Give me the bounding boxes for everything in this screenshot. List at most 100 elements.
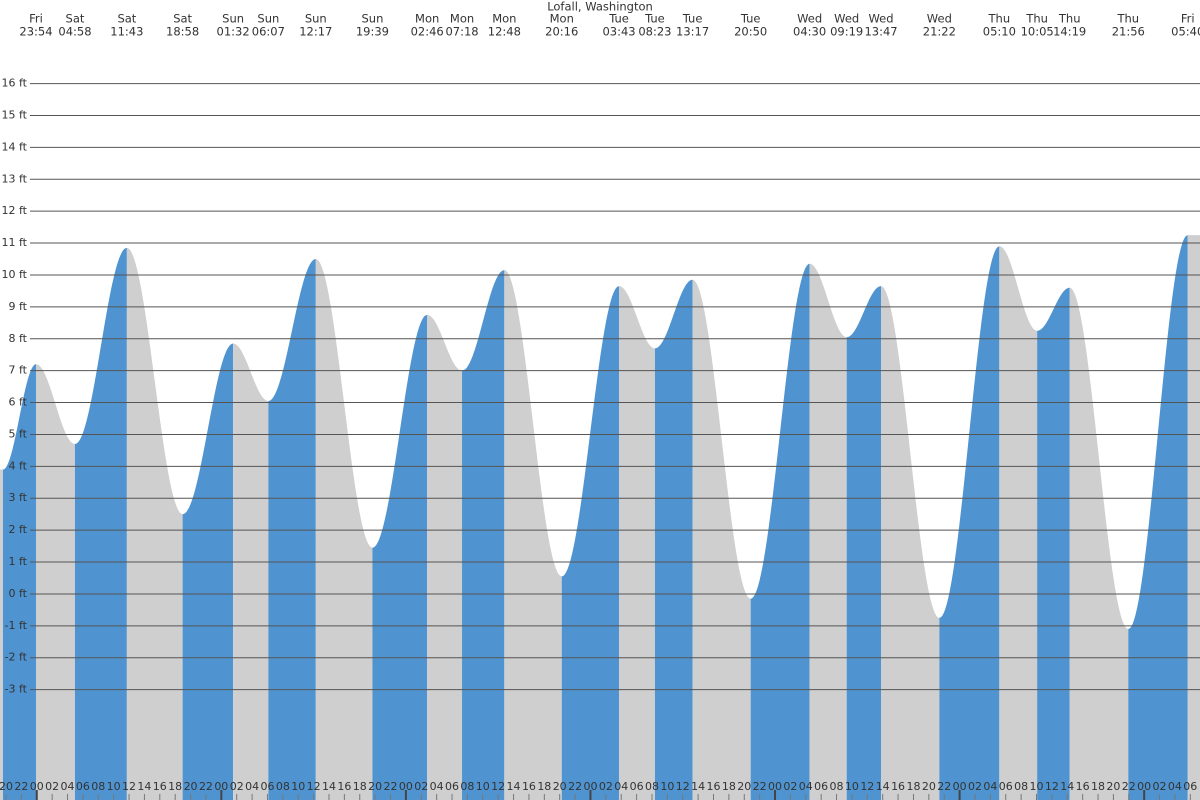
x-tick-label: 00 — [30, 780, 44, 793]
rising-area — [372, 314, 428, 800]
x-tick-label: 22 — [1122, 780, 1136, 793]
x-tick-label: 04 — [245, 780, 259, 793]
y-tick-label: 0 ft — [9, 587, 28, 600]
x-tick-label: 12 — [122, 780, 136, 793]
time-label: 12:48 — [488, 25, 521, 39]
day-label: Sun — [257, 12, 279, 26]
x-tick-label: 10 — [1030, 780, 1044, 793]
day-label: Fri — [1181, 12, 1195, 26]
y-tick-label: 3 ft — [9, 491, 28, 504]
x-tick-label: 04 — [430, 780, 444, 793]
time-label: 14:19 — [1053, 25, 1086, 39]
x-tick-label: 14 — [322, 780, 336, 793]
tide-areas — [0, 235, 1200, 800]
y-tick-label: 15 ft — [2, 108, 28, 121]
falling-area — [427, 314, 463, 800]
y-tick-label: 16 ft — [2, 77, 28, 90]
day-label: Thu — [988, 12, 1011, 26]
x-tick-label: 06 — [630, 780, 644, 793]
x-tick-label: 08 — [460, 780, 474, 793]
x-tick-label: 20 — [1106, 780, 1120, 793]
y-tick-label: 6 ft — [9, 396, 28, 409]
time-label: 11:43 — [110, 25, 143, 39]
x-tick-label: 02 — [230, 780, 244, 793]
day-label: Wed — [868, 12, 893, 26]
y-tick-label: 10 ft — [2, 268, 28, 281]
day-label: Sun — [361, 12, 383, 26]
day-label: Tue — [644, 12, 665, 26]
x-tick-label: 10 — [107, 780, 121, 793]
falling-area — [999, 246, 1038, 800]
day-label: Mon — [415, 12, 439, 26]
falling-area — [504, 270, 562, 800]
time-label: 01:32 — [217, 25, 250, 39]
rising-area — [182, 343, 234, 800]
x-tick-label: 02 — [599, 780, 613, 793]
x-tick-label: 00 — [214, 780, 228, 793]
time-label: 02:46 — [411, 25, 444, 39]
x-tick-label: 12 — [491, 780, 505, 793]
day-label: Thu — [1058, 12, 1081, 26]
x-tick-label: 04 — [614, 780, 628, 793]
day-label: Fri — [29, 12, 43, 26]
y-tick-label: -3 ft — [5, 683, 28, 696]
x-tick-label: 18 — [168, 780, 182, 793]
x-tick-label: 22 — [14, 780, 28, 793]
x-tick-label: 06 — [814, 780, 828, 793]
y-tick-label: 13 ft — [2, 172, 28, 185]
x-tick-label: 04 — [1168, 780, 1182, 793]
labels: Fri23:54Sat04:58Sat11:43Sat18:58Sun01:32… — [0, 12, 1200, 794]
x-tick-label: 00 — [583, 780, 597, 793]
x-tick-label: 06 — [260, 780, 274, 793]
x-tick-label: 16 — [337, 780, 351, 793]
y-tick-label: 14 ft — [2, 140, 28, 153]
x-tick-label: 20 — [0, 780, 13, 793]
x-tick-label: 10 — [291, 780, 305, 793]
x-tick-label: 22 — [753, 780, 767, 793]
x-tick-label: 02 — [414, 780, 428, 793]
day-label: Thu — [1116, 12, 1139, 26]
rising-area — [462, 270, 505, 800]
time-label: 13:17 — [676, 25, 709, 39]
x-tick-label: 00 — [768, 780, 782, 793]
x-tick-label: 16 — [707, 780, 721, 793]
x-tick-label: 18 — [906, 780, 920, 793]
falling-area — [692, 279, 751, 800]
falling-area — [1069, 287, 1129, 800]
falling-area — [233, 343, 269, 800]
x-tick-label: 06 — [445, 780, 459, 793]
day-label: Tue — [608, 12, 629, 26]
time-label: 18:58 — [166, 25, 199, 39]
x-tick-label: 06 — [999, 780, 1013, 793]
y-tick-label: -2 ft — [5, 651, 28, 664]
y-tick-label: 4 ft — [9, 459, 28, 472]
day-label: Wed — [834, 12, 859, 26]
day-label: Sun — [305, 12, 327, 26]
x-tick-label: 22 — [384, 780, 398, 793]
x-tick-label: 02 — [1153, 780, 1167, 793]
x-tick-label: 04 — [61, 780, 75, 793]
rising-area — [654, 279, 693, 800]
day-label: Wed — [927, 12, 952, 26]
rising-area — [268, 259, 316, 800]
time-label: 04:30 — [793, 25, 826, 39]
y-tick-label: 11 ft — [2, 236, 28, 249]
y-tick-label: 8 ft — [9, 332, 28, 345]
time-label: 13:47 — [864, 25, 897, 39]
x-tick-label: 10 — [476, 780, 490, 793]
time-label: 07:18 — [445, 25, 478, 39]
x-tick-label: 02 — [783, 780, 797, 793]
day-label: Sat — [66, 12, 85, 26]
time-label: 21:56 — [1112, 25, 1145, 39]
y-tick-label: 7 ft — [9, 364, 28, 377]
x-tick-label: 00 — [1137, 780, 1151, 793]
x-tick-label: 14 — [691, 780, 705, 793]
rising-area — [2, 364, 36, 800]
falling-area — [1187, 235, 1200, 800]
day-label: Sat — [117, 12, 136, 26]
y-tick-label: -1 ft — [5, 619, 28, 632]
x-tick-label: 22 — [199, 780, 213, 793]
chart-title: Lofall, Washington — [547, 0, 653, 14]
x-tick-label: 04 — [983, 780, 997, 793]
rising-area — [846, 286, 882, 800]
